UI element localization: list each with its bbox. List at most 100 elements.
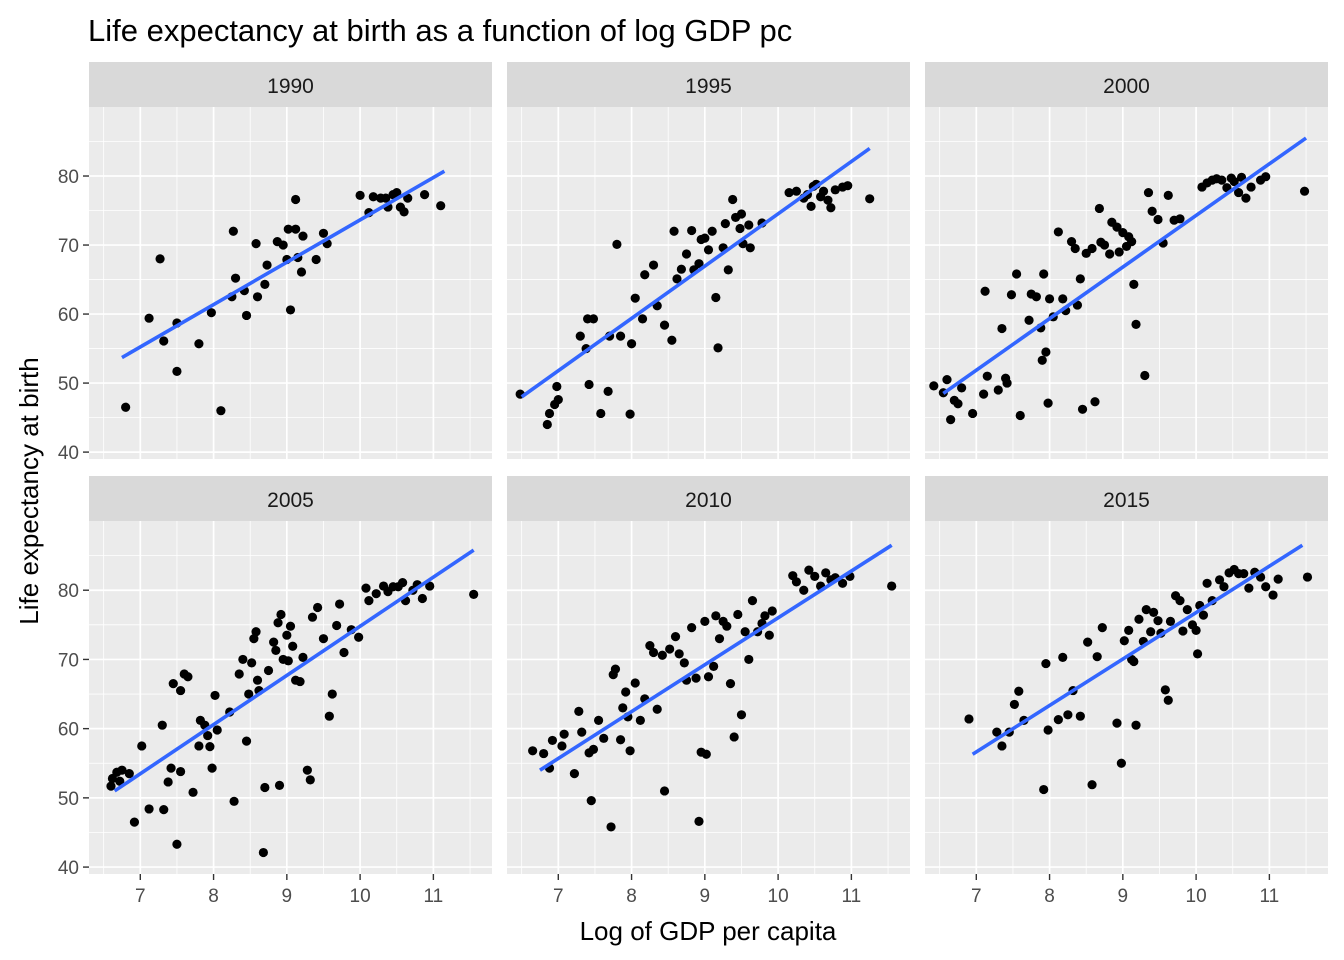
data-point bbox=[552, 381, 562, 392]
data-point bbox=[1039, 269, 1049, 279]
data-point bbox=[1239, 569, 1249, 579]
facet-strip-label: 1990 bbox=[267, 75, 314, 98]
data-point bbox=[203, 730, 213, 741]
data-point bbox=[612, 239, 622, 249]
data-point bbox=[1053, 715, 1063, 725]
data-point bbox=[764, 630, 774, 640]
data-point bbox=[399, 207, 409, 217]
data-point bbox=[238, 654, 248, 665]
data-point bbox=[1198, 610, 1209, 620]
data-point bbox=[729, 732, 739, 742]
x-tick-label: 9 bbox=[700, 886, 711, 907]
trend-line bbox=[942, 136, 1308, 395]
data-point bbox=[865, 194, 875, 204]
data-point bbox=[283, 656, 293, 666]
data-point bbox=[1037, 355, 1047, 365]
data-point bbox=[1149, 607, 1159, 617]
data-point bbox=[1163, 190, 1173, 200]
data-point bbox=[747, 595, 758, 606]
data-point bbox=[1192, 649, 1203, 659]
data-point bbox=[1261, 172, 1271, 182]
data-point bbox=[818, 186, 829, 196]
data-point bbox=[1043, 398, 1053, 408]
data-point bbox=[241, 310, 252, 321]
data-point bbox=[129, 817, 140, 827]
x-tick-label: 10 bbox=[350, 886, 371, 907]
x-tick-label: 8 bbox=[626, 886, 637, 907]
data-point bbox=[992, 727, 1002, 737]
data-point bbox=[674, 649, 684, 659]
data-point bbox=[212, 725, 222, 735]
data-point bbox=[1219, 582, 1229, 592]
data-point bbox=[425, 581, 435, 591]
data-point bbox=[295, 676, 305, 687]
data-point bbox=[740, 627, 750, 637]
data-point bbox=[626, 339, 637, 349]
data-point bbox=[735, 223, 745, 234]
facet-strip-label: 2015 bbox=[1103, 489, 1150, 512]
data-point bbox=[163, 777, 173, 787]
data-point bbox=[260, 782, 270, 793]
data-point bbox=[117, 765, 127, 775]
y-tick-label: 40 bbox=[58, 858, 79, 879]
data-point bbox=[307, 612, 318, 622]
data-point bbox=[1043, 725, 1053, 735]
data-point bbox=[968, 408, 978, 419]
data-point bbox=[630, 678, 640, 688]
data-point bbox=[166, 763, 176, 773]
data-point bbox=[403, 193, 413, 203]
data-point bbox=[252, 675, 263, 685]
data-point bbox=[244, 689, 254, 699]
data-point bbox=[982, 371, 992, 381]
x-tick-label: 7 bbox=[553, 886, 564, 907]
data-point bbox=[596, 408, 606, 419]
data-point bbox=[722, 621, 732, 631]
data-point bbox=[305, 775, 315, 785]
data-point bbox=[1014, 686, 1024, 696]
data-point bbox=[1246, 182, 1256, 192]
data-point bbox=[1116, 758, 1126, 768]
trend-line bbox=[971, 543, 1304, 756]
data-point bbox=[1105, 249, 1115, 259]
data-point bbox=[282, 630, 292, 640]
data-point bbox=[318, 228, 329, 238]
data-point bbox=[398, 578, 408, 588]
trend-line bbox=[539, 543, 893, 772]
data-point bbox=[791, 186, 802, 196]
data-point bbox=[1175, 595, 1185, 606]
data-point bbox=[106, 781, 116, 791]
facet-strip-label: 2000 bbox=[1103, 75, 1150, 98]
data-point bbox=[1191, 625, 1201, 635]
data-point bbox=[625, 746, 635, 756]
data-point bbox=[799, 585, 809, 595]
data-point bbox=[720, 219, 730, 229]
data-point bbox=[1090, 397, 1100, 407]
data-point bbox=[980, 286, 990, 296]
data-point bbox=[637, 314, 648, 324]
data-point bbox=[260, 279, 270, 289]
data-point bbox=[577, 727, 587, 737]
data-point bbox=[553, 395, 563, 405]
chart-title: Life expectancy at birth as a function o… bbox=[88, 13, 792, 48]
data-point bbox=[1127, 236, 1137, 247]
data-point bbox=[640, 270, 650, 280]
data-point bbox=[791, 577, 802, 587]
data-point bbox=[368, 192, 378, 202]
data-point bbox=[258, 847, 268, 858]
data-point bbox=[1214, 575, 1225, 585]
data-point bbox=[318, 634, 329, 644]
facet-panel-1990: 1990 40 50 60 70 80 bbox=[58, 62, 492, 464]
data-point bbox=[469, 589, 479, 599]
y-tick-label: 80 bbox=[58, 167, 79, 188]
data-point bbox=[610, 664, 621, 674]
data-point bbox=[1063, 710, 1073, 720]
data-point bbox=[887, 581, 897, 591]
data-point bbox=[826, 203, 836, 213]
data-point bbox=[334, 599, 345, 609]
y-tick-label: 60 bbox=[58, 720, 79, 741]
data-point bbox=[183, 672, 193, 682]
data-point bbox=[1119, 636, 1129, 646]
data-point bbox=[659, 786, 670, 796]
data-point bbox=[830, 185, 840, 195]
data-point bbox=[1175, 214, 1185, 224]
